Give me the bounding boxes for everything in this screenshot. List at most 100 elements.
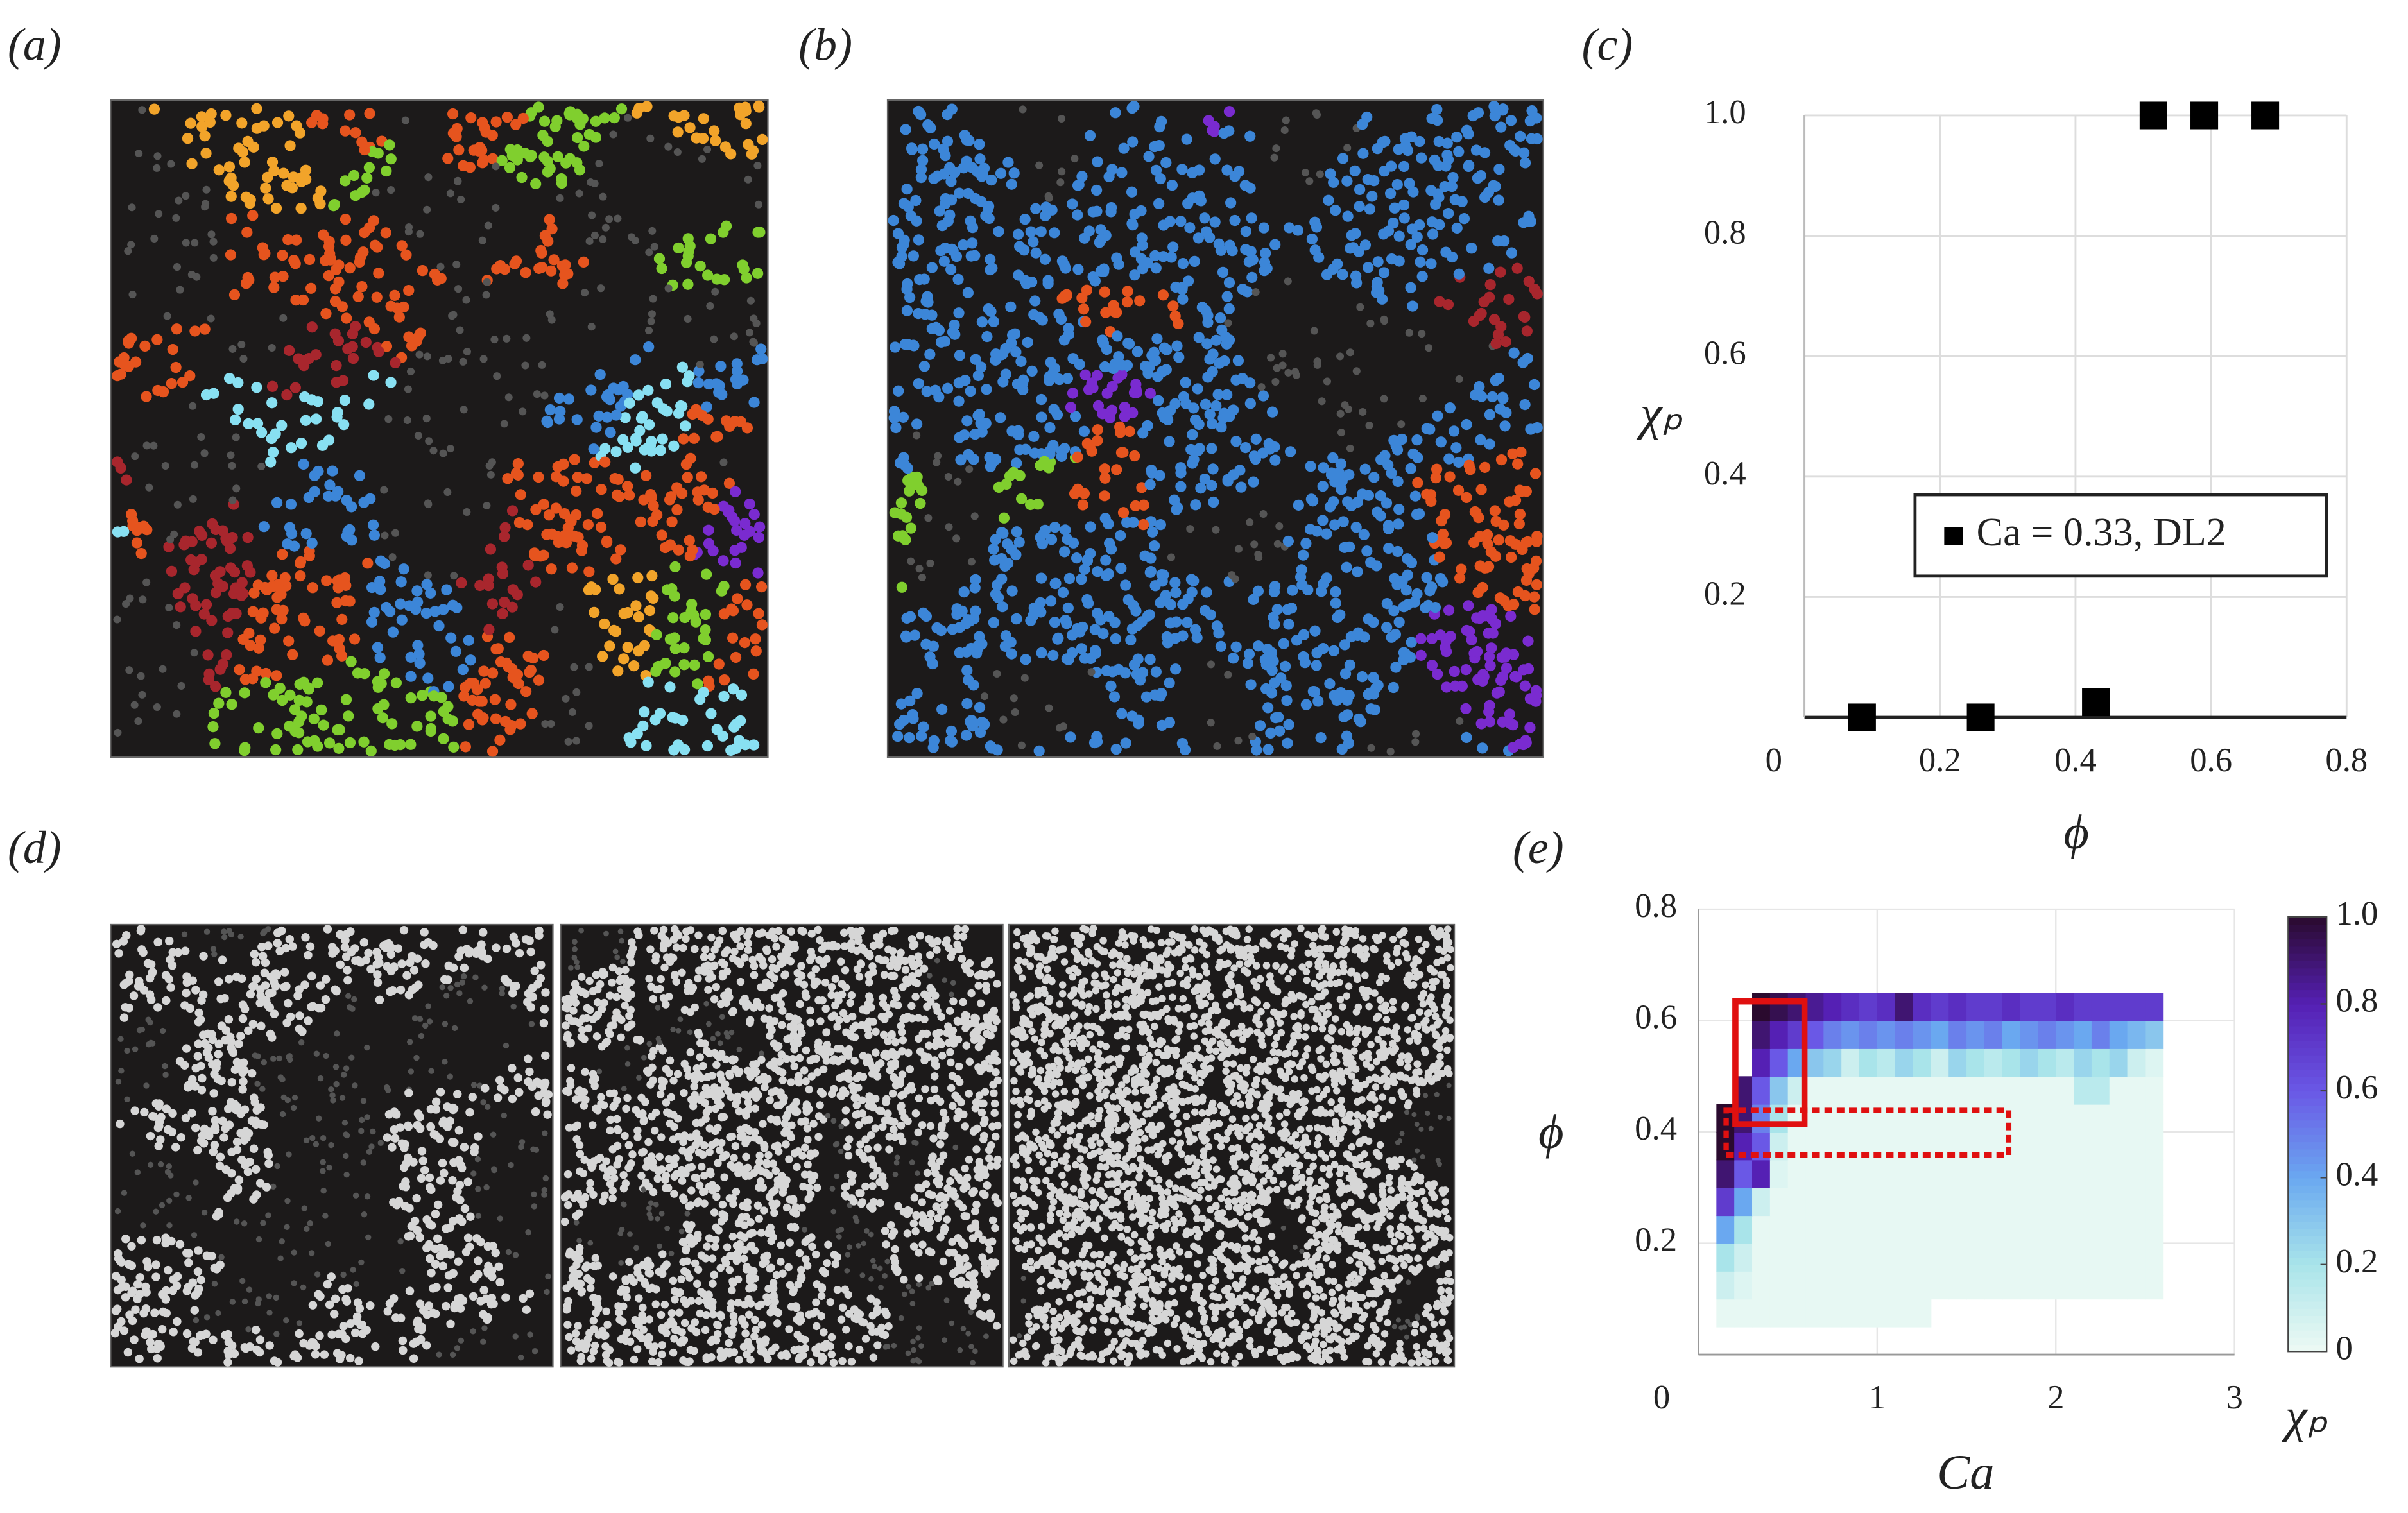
particle <box>499 596 510 608</box>
particle <box>483 579 494 592</box>
particle <box>470 1082 477 1088</box>
particle <box>260 930 266 937</box>
particle <box>950 980 956 986</box>
particle <box>162 996 171 1005</box>
particle <box>1212 526 1220 534</box>
particle <box>227 1147 236 1156</box>
particle <box>552 151 563 162</box>
particle <box>246 1286 253 1293</box>
particle <box>1416 271 1428 282</box>
particle <box>1393 144 1404 155</box>
particle <box>161 1238 170 1248</box>
particle <box>255 1335 265 1344</box>
particle <box>341 952 351 961</box>
particle <box>1269 454 1281 466</box>
particle <box>1204 409 1216 420</box>
particle <box>1110 744 1122 755</box>
particle <box>522 560 534 571</box>
particle <box>1284 222 1295 234</box>
particle <box>967 558 976 566</box>
particle <box>232 377 244 389</box>
particle <box>190 556 202 568</box>
particle <box>571 485 582 497</box>
particle <box>1127 136 1139 148</box>
particle <box>225 249 237 261</box>
particle <box>1328 645 1339 656</box>
particle <box>412 596 424 608</box>
particle <box>719 458 728 466</box>
particle <box>1092 566 1103 577</box>
particle <box>868 1276 874 1282</box>
particle <box>454 285 463 293</box>
particle <box>673 148 682 157</box>
particle <box>311 1350 320 1359</box>
particle <box>646 945 655 953</box>
particle <box>239 1077 248 1086</box>
particle <box>608 1145 617 1154</box>
particle <box>205 537 218 549</box>
particle <box>1282 737 1293 749</box>
particle <box>719 674 730 686</box>
particle <box>1092 424 1104 436</box>
particle <box>396 614 408 626</box>
particle <box>915 171 927 184</box>
particle <box>696 360 704 369</box>
particle <box>413 1109 423 1118</box>
particle <box>438 604 449 615</box>
particle <box>1512 458 1524 470</box>
particle <box>366 1149 373 1155</box>
particle <box>700 624 711 636</box>
particle <box>479 678 491 689</box>
particle <box>807 1358 815 1367</box>
particle <box>986 742 998 754</box>
particle <box>740 118 752 130</box>
particle <box>1072 451 1083 463</box>
particle <box>1501 407 1512 418</box>
particle <box>907 250 919 262</box>
particle <box>364 1044 370 1051</box>
particle <box>1446 180 1458 192</box>
particle <box>1372 256 1384 268</box>
particle <box>1035 226 1047 237</box>
particle <box>712 431 723 442</box>
particle <box>1119 411 1130 422</box>
particle <box>557 278 569 289</box>
particle <box>344 737 356 749</box>
particle <box>476 1297 485 1306</box>
particle <box>390 1134 400 1143</box>
particle <box>480 1099 486 1106</box>
particle <box>478 236 486 244</box>
particle <box>326 1164 332 1171</box>
particle <box>1477 742 1488 754</box>
particle <box>460 973 467 980</box>
particle <box>1366 191 1378 202</box>
particle <box>1471 612 1483 624</box>
particle <box>806 1018 814 1027</box>
particle <box>1444 471 1456 483</box>
particle <box>481 984 488 991</box>
particle <box>868 1182 877 1190</box>
particle <box>633 103 645 114</box>
particle <box>966 969 974 977</box>
particle <box>1104 412 1116 423</box>
particle <box>993 980 1001 988</box>
particle <box>145 483 153 492</box>
particle <box>1199 212 1210 224</box>
particle <box>718 690 730 703</box>
particle <box>415 1233 424 1242</box>
particle <box>710 1270 718 1279</box>
particle <box>1529 379 1540 391</box>
particle <box>873 1341 882 1349</box>
particle <box>333 259 345 271</box>
particle <box>1090 647 1101 660</box>
particle <box>1430 472 1441 484</box>
particle <box>1375 490 1386 502</box>
particle <box>508 1064 517 1073</box>
particle <box>201 1210 208 1216</box>
particle <box>916 730 927 742</box>
particle <box>409 1158 418 1167</box>
particle <box>451 1025 458 1032</box>
particle <box>182 1044 191 1053</box>
particle <box>353 1281 359 1288</box>
particle <box>343 1065 350 1072</box>
